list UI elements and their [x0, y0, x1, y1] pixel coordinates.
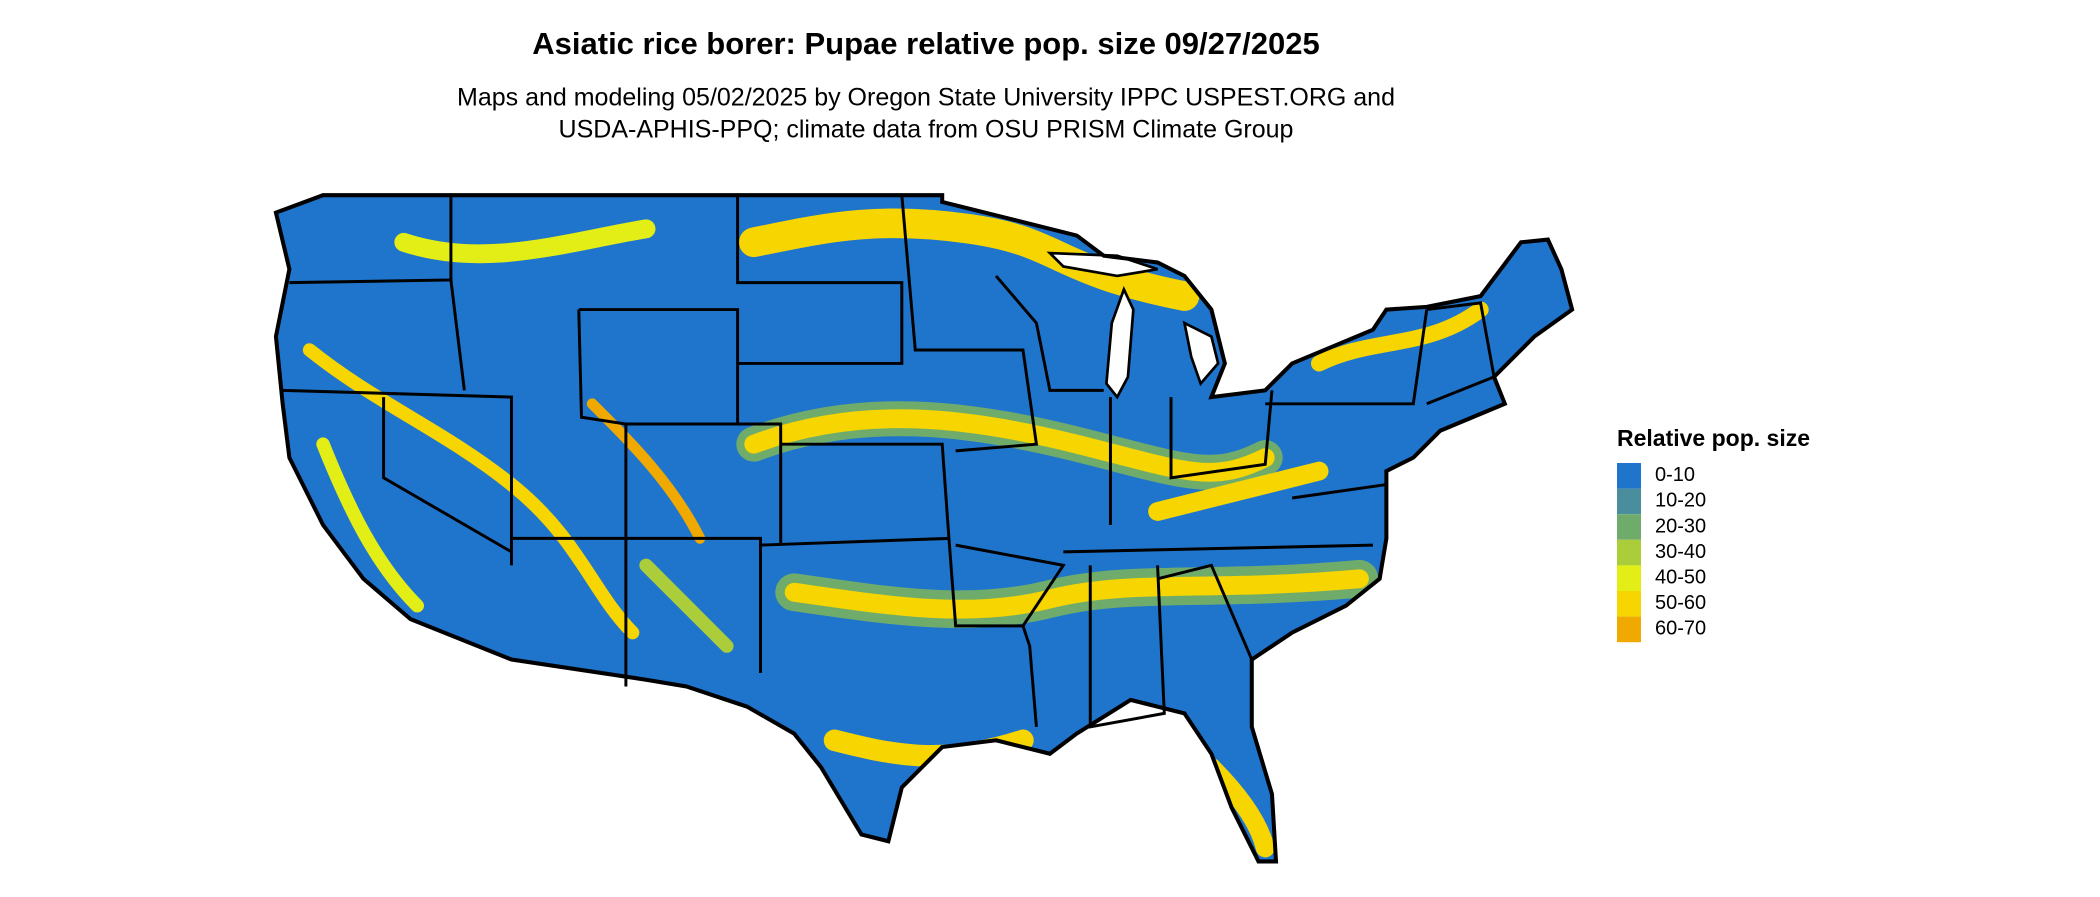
legend-title: Relative pop. size	[1617, 425, 1810, 451]
legend-label: 50-60	[1655, 592, 1706, 614]
legend-swatch	[1617, 616, 1641, 643]
us-map	[256, 175, 1602, 892]
legend-swatch	[1617, 463, 1641, 489]
legend-swatch	[1617, 539, 1641, 566]
subtitle: USDA-APHIS-PPQ; climate data from OSU PR…	[559, 116, 1294, 144]
legend-swatch	[1617, 591, 1641, 617]
state-borders	[282, 195, 1496, 729]
legend: Relative pop. size 0-10 10-20 20-30 30-40 40…	[1617, 425, 1810, 643]
title: Asiatic rice borer: Pupae relative pop. …	[532, 26, 1319, 61]
subtitle: Maps and modeling 05/02/2025 by Oregon S…	[457, 84, 1395, 112]
legend-label: 60-70	[1655, 618, 1706, 640]
legend-label: 40-50	[1655, 566, 1706, 588]
legend-swatch	[1617, 565, 1641, 591]
legend-label: 30-40	[1655, 541, 1706, 563]
legend-swatch	[1617, 514, 1641, 540]
map-fill	[275, 195, 1573, 862]
legend-label: 20-30	[1655, 515, 1706, 537]
legend-label: 10-20	[1655, 490, 1706, 512]
legend-swatch	[1617, 488, 1641, 515]
base-fill	[275, 195, 1573, 862]
legend-label: 0-10	[1655, 464, 1695, 486]
